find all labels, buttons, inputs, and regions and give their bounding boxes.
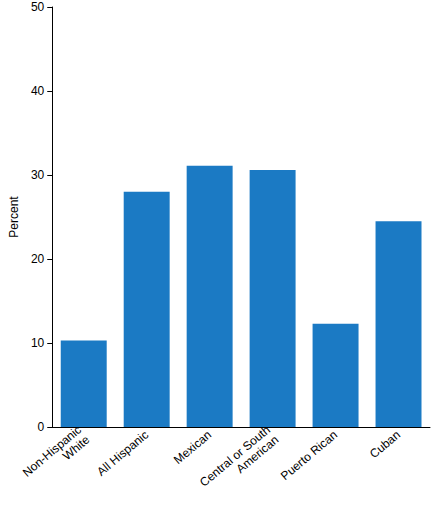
svg-text:American: American	[233, 433, 281, 476]
svg-text:30: 30	[31, 168, 45, 182]
svg-text:All Hispanic: All Hispanic	[94, 428, 151, 479]
svg-text:Percent: Percent	[7, 196, 21, 238]
svg-text:Mexican: Mexican	[171, 428, 214, 467]
svg-text:Cuban: Cuban	[367, 428, 403, 461]
svg-text:Non-Hispanic: Non-Hispanic	[19, 422, 84, 480]
svg-text:Central or South: Central or South	[197, 422, 273, 490]
svg-text:10: 10	[31, 336, 45, 350]
svg-text:Puerto Rican: Puerto Rican	[278, 428, 340, 483]
svg-text:0: 0	[38, 420, 45, 434]
svg-text:20: 20	[31, 252, 45, 266]
svg-text:40: 40	[31, 84, 45, 98]
svg-text:White: White	[60, 432, 93, 463]
svg-text:50: 50	[31, 0, 45, 14]
